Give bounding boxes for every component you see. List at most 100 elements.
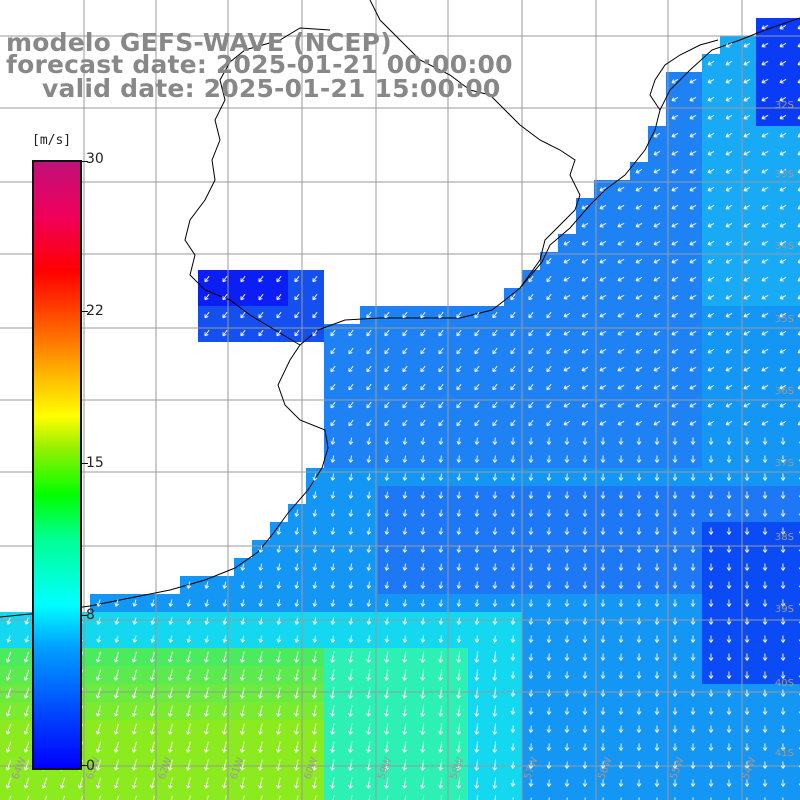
- wind-arrow: [330, 759, 335, 771]
- wind-arrow: [402, 563, 408, 571]
- wind-arrow: [402, 635, 408, 643]
- wind-arrow: [779, 204, 787, 210]
- wind-arrow: [420, 777, 425, 789]
- wind-arrow: [420, 329, 426, 337]
- wind-arrow: [672, 545, 678, 553]
- wind-arrow: [402, 527, 408, 535]
- wind-cell: [792, 162, 800, 180]
- wind-arrow: [420, 741, 425, 753]
- wind-arrow: [581, 402, 589, 408]
- wind-arrow: [366, 777, 371, 789]
- wind-arrow: [258, 635, 264, 643]
- wind-arrow: [348, 437, 354, 445]
- wind-arrow: [23, 723, 30, 735]
- wind-arrow: [366, 527, 372, 535]
- wind-arrow: [456, 347, 462, 355]
- wind-arrow: [77, 777, 84, 789]
- wind-arrow: [636, 437, 642, 445]
- wind-arrow: [582, 455, 588, 463]
- wind-arrow: [312, 275, 318, 283]
- wind-arrow: [654, 527, 660, 535]
- wind-arrow: [510, 599, 516, 607]
- wind-arrow: [404, 795, 407, 800]
- wind-arrow: [581, 312, 589, 318]
- wind-arrow: [761, 222, 769, 228]
- wind-arrow: [420, 473, 426, 481]
- wind-arrow: [348, 723, 353, 735]
- wind-arrow: [456, 473, 462, 481]
- wind-arrow: [762, 527, 768, 535]
- wind-arrow: [186, 777, 191, 789]
- wind-arrow: [726, 761, 732, 769]
- wind-arrow: [384, 365, 390, 373]
- wind-arrow: [330, 401, 336, 409]
- wind-arrow: [312, 329, 318, 337]
- wind-arrow: [563, 348, 571, 354]
- wind-cell: [558, 792, 576, 800]
- wind-arrow: [708, 779, 714, 787]
- wind-arrow: [312, 581, 318, 589]
- wind-arrow: [743, 384, 751, 390]
- colorbar-tick-label: 8: [86, 607, 95, 623]
- wind-arrow: [95, 669, 102, 681]
- wind-arrow: [116, 795, 119, 800]
- wind-arrow: [222, 311, 228, 319]
- wind-arrow: [458, 795, 461, 800]
- wind-arrow: [617, 222, 625, 228]
- wind-arrow: [636, 653, 642, 661]
- wind-arrow: [276, 635, 282, 643]
- wind-arrow: [438, 759, 444, 771]
- wind-arrow: [438, 545, 444, 553]
- wind-arrow: [599, 384, 607, 390]
- wind-arrow: [276, 581, 282, 589]
- wind-arrow: [474, 455, 480, 463]
- wind-arrow: [366, 311, 372, 319]
- wind-arrow: [582, 491, 588, 499]
- wind-arrow: [6, 617, 11, 625]
- wind-arrow: [132, 599, 138, 607]
- wind-arrow: [294, 669, 299, 681]
- wind-arrow: [98, 795, 102, 800]
- wind-arrow: [600, 761, 606, 769]
- latitude-label: 32S: [775, 100, 794, 111]
- wind-arrow: [276, 293, 282, 301]
- wind-arrow: [5, 777, 12, 789]
- wind-arrow: [474, 329, 480, 337]
- wind-arrow: [762, 779, 768, 787]
- wind-arrow: [276, 617, 282, 625]
- wind-arrow: [492, 527, 498, 535]
- wind-cell: [378, 792, 396, 800]
- wind-arrow: [258, 581, 264, 589]
- wind-arrow: [420, 365, 426, 373]
- wind-arrow: [384, 563, 390, 571]
- wind-cell: [792, 144, 800, 162]
- wind-arrow: [690, 599, 696, 607]
- wind-arrow: [222, 617, 228, 625]
- wind-arrow: [222, 581, 228, 589]
- wind-arrow: [474, 473, 480, 481]
- wind-arrow: [420, 617, 426, 625]
- wind-arrow: [131, 687, 137, 699]
- wind-arrow: [636, 473, 642, 481]
- wind-arrow: [114, 635, 120, 643]
- wind-cell: [792, 468, 800, 486]
- wind-arrow: [149, 651, 155, 663]
- wind-arrow: [635, 240, 643, 246]
- wind-arrow: [761, 240, 769, 246]
- wind-arrow: [420, 635, 426, 643]
- wind-arrow: [725, 42, 733, 48]
- wind-arrow: [294, 687, 299, 699]
- wind-arrow: [599, 330, 607, 336]
- wind-arrow: [690, 635, 696, 643]
- wind-arrow: [402, 473, 408, 481]
- wind-arrow: [330, 723, 335, 735]
- wind-arrow: [438, 617, 444, 625]
- wind-arrow: [438, 455, 444, 463]
- wind-arrow: [779, 186, 787, 192]
- wind-arrow: [564, 491, 570, 499]
- colorbar-unit: [m/s]: [32, 133, 72, 148]
- wind-arrow: [600, 599, 606, 607]
- wind-arrow: [222, 329, 228, 337]
- wind-arrow: [761, 114, 769, 120]
- wind-arrow: [779, 348, 787, 354]
